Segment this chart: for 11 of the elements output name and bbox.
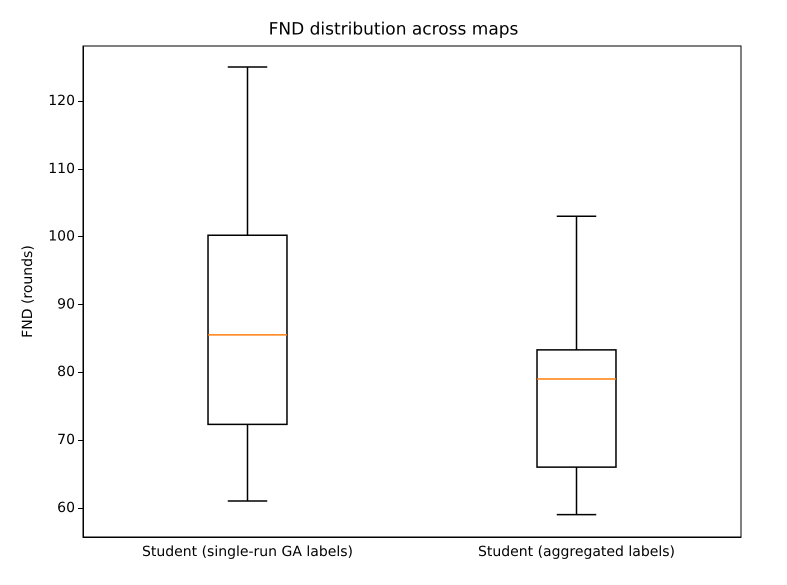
y-tick-label: 80 bbox=[57, 364, 75, 380]
y-tick-label: 70 bbox=[57, 432, 75, 448]
y-tick-label: 100 bbox=[48, 228, 75, 245]
y-axis-title: FND (rounds) bbox=[20, 245, 36, 338]
y-tick-label: 110 bbox=[48, 160, 75, 177]
y-tick-label: 90 bbox=[57, 296, 75, 312]
y-tick-label: 120 bbox=[48, 92, 75, 109]
chart-title: FND distribution across maps bbox=[268, 20, 519, 40]
y-tick-label: 60 bbox=[57, 500, 75, 516]
x-tick-label: Student (aggregated labels) bbox=[478, 544, 675, 560]
x-tick-label: Student (single-run GA labels) bbox=[142, 544, 353, 560]
